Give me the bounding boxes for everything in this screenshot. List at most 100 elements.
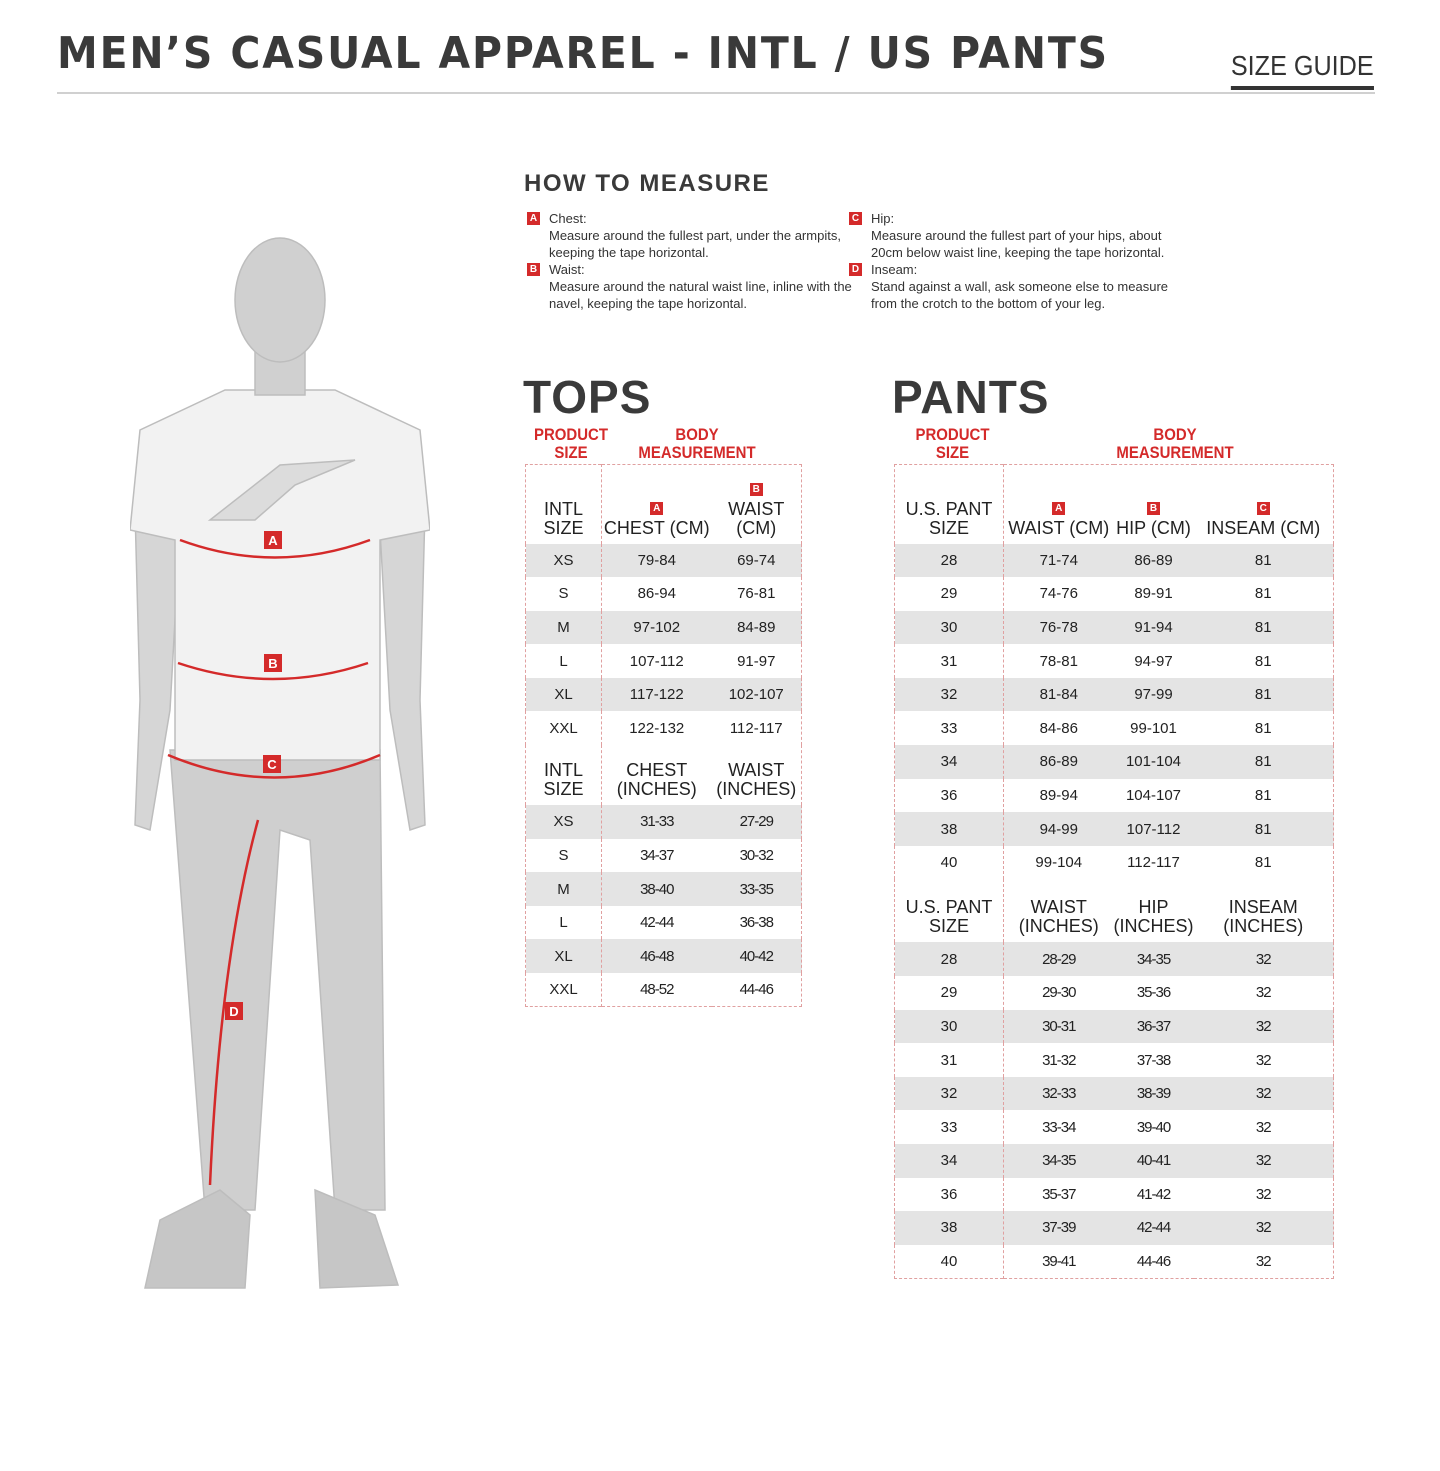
column-header: C INSEAM (CM) [1194,465,1334,544]
table-cell: 41-42 [1136,1185,1171,1203]
table-cell: 33-34 [1042,1118,1076,1136]
table-cell: 34-35 [1113,942,1194,977]
table-cell: 104-107 [1125,786,1182,804]
head [234,237,326,363]
column-header-label: INTL SIZE [543,498,584,538]
svg-text:C: C [267,757,277,772]
column-header: INTL SIZE [525,464,602,544]
arm-right [379,508,426,831]
column-header-label: CHEST (INCHES) [616,760,697,800]
table-cell: 81 [1193,745,1334,779]
header-row: U.S. PANT SIZE WAIST (INCHES) HIP (INCHES)… [894,879,1334,943]
table-cell: 76-81 [737,585,776,603]
table-cell: 30 [894,610,1004,645]
column-header-label: HIP (INCHES) [1113,897,1194,937]
table-row: 34 34-35 40-41 32 [894,1144,1334,1178]
table-cell: 40-41 [1113,1144,1194,1178]
table-row: 40 99-104 112-117 81 [894,845,1334,880]
svg-text:A: A [268,533,278,548]
model-figure: A B C D [130,237,430,1289]
pants-body-measurement: BODY MEASUREMENT [1116,425,1234,462]
table-cell: 40-42 [711,939,802,974]
measure-col-2: C Hip: Measure around the fullest part o… [846,210,1176,312]
measure-label: Inseam: [871,262,918,277]
column-header-label: U.S. PANT SIZE [905,897,993,937]
marker-d: D [225,1002,243,1020]
table-cell: 27-29 [711,805,802,839]
letter-a-icon: A [527,212,540,225]
table-cell: 37-38 [1136,1051,1171,1069]
table-row: 38 94-99 107-112 81 [894,812,1334,846]
table-cell: 32 [1255,1185,1272,1203]
table-cell: 102-107 [711,677,802,712]
table-cell: 44-46 [1136,1252,1171,1270]
table-cell: 37-39 [1003,1211,1114,1245]
measure-label: Chest: [549,211,587,226]
table-cell: L [525,905,602,940]
table-cell: 86-89 [1113,543,1194,578]
table-cell: 79-84 [601,543,712,578]
table-row: 33 33-34 39-40 32 [894,1110,1334,1144]
table-cell: 84-86 [1039,719,1078,737]
tops-size-table: INTL SIZE A CHEST (CM) B WAIST (CM) XS 79-84 69… [525,464,802,1008]
table-cell: 76-78 [1003,610,1114,645]
how-to-measure-title: HOW TO MEASURE [524,170,770,197]
table-cell: 81 [1254,854,1272,872]
column-header: B WAIST (CM) [712,465,802,544]
table-row: 28 71-74 86-89 81 [894,543,1334,578]
table-cell: 40 [894,845,1004,880]
column-header: A WAIST (CM) [1004,465,1114,544]
table-row: XS 79-84 69-74 [525,543,802,578]
column-header-label: INSEAM (CM) [1206,517,1321,538]
table-cell: 28 [894,543,1004,578]
table-cell: 32 [1255,1252,1272,1270]
marker-a-icon: A [650,501,664,515]
table-cell: 122-132 [629,719,685,737]
table-cell: 38-39 [1113,1076,1194,1111]
table-row: S 86-94 76-81 [525,577,802,611]
table-cell: 32 [1255,984,1272,1002]
column-header: U.S. PANT SIZE [894,879,1004,943]
marker-a: A [264,531,282,549]
table-cell: 34 [894,745,1004,779]
column-header-label: WAIST (INCHES) [1018,897,1099,937]
column-header: INSEAM (INCHES) [1194,879,1334,942]
table-cell: 81 [1193,610,1334,645]
column-header: WAIST (INCHES) [1004,879,1114,942]
table-cell: S [525,838,602,873]
measure-text: Measure around the fullest part of your … [871,228,1165,260]
size-guide-label: SIZE GUIDE [1231,50,1374,90]
table-row: 31 31-32 37-38 32 [894,1043,1334,1077]
table-cell: XL [525,677,602,712]
table-cell: 32 [894,677,1004,712]
table-cell: 81 [1193,812,1334,846]
table-cell: 81 [1193,677,1334,712]
column-header: U.S. PANT SIZE [894,464,1004,544]
table-row: XL 117-122 102-107 [525,677,802,712]
table-cell: 31 [894,644,1004,678]
table-row: L 42-44 36-38 [525,905,802,940]
column-header-label: WAIST (CM) [728,498,785,538]
table-cell: 69-74 [711,543,802,578]
column-header-label: WAIST (INCHES) [716,760,797,800]
table-cell: 86-94 [637,585,676,603]
table-cell: 34 [894,1144,1004,1178]
table-cell: 107-112 [1113,812,1194,846]
table-row: XL 46-48 40-42 [525,939,802,974]
table-cell: 89-91 [1134,585,1173,603]
table-cell: 36 [894,1177,1004,1212]
measure-text: Measure around the fullest part, under t… [549,228,841,260]
table-row: 32 32-33 38-39 32 [894,1076,1334,1111]
table-cell: 44-46 [739,981,774,999]
measure-label: Hip: [871,211,895,226]
table-cell: 74-76 [1039,585,1078,603]
table-cell: 86-89 [1003,745,1114,779]
table-row: 32 81-84 97-99 81 [894,677,1334,712]
column-header-label: U.S. PANT SIZE [905,498,993,538]
table-cell: 94-99 [1003,812,1114,846]
table-cell: 31 [894,1043,1004,1077]
table-cell: 30-31 [1003,1009,1114,1044]
page-title: MEN’S CASUAL APPAREL - INTL / US PANTS [57,28,1109,79]
pants-size-table: U.S. PANT SIZE A WAIST (CM) B HIP (CM) C INSEA… [894,464,1334,1279]
measure-inseam: D Inseam: Stand against a wall, ask some… [846,261,1176,312]
